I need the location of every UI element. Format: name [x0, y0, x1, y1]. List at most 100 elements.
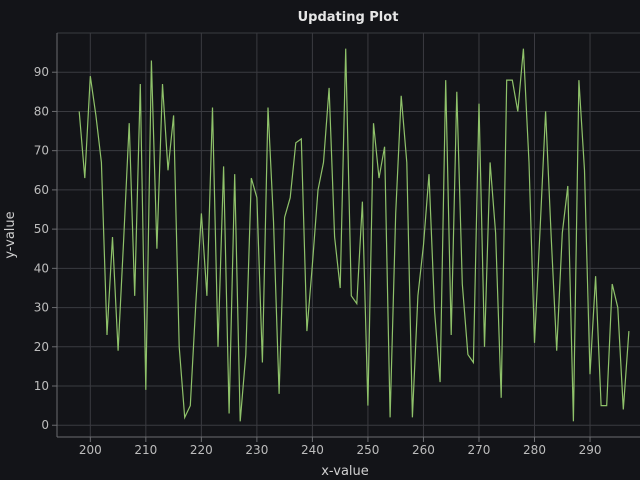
data-point — [584, 169, 586, 171]
data-point — [400, 95, 402, 97]
data-point — [578, 79, 580, 81]
data-point — [550, 236, 552, 238]
x-axis-label: x-value — [321, 464, 369, 479]
data-point — [423, 244, 425, 246]
x-tick-label: 270 — [468, 443, 491, 457]
data-point — [439, 381, 441, 383]
data-point — [417, 295, 419, 297]
data-point — [295, 142, 297, 144]
data-point — [362, 201, 364, 203]
data-point — [606, 405, 608, 407]
data-point — [539, 228, 541, 230]
y-ticks: 0 10 20 30 40 50 60 70 80 90 — [34, 65, 57, 432]
data-point — [112, 236, 114, 238]
data-point — [134, 295, 136, 297]
axes — [56, 33, 640, 438]
data-point — [323, 162, 325, 164]
data-point — [395, 213, 397, 215]
data-point — [500, 397, 502, 399]
data-point — [339, 287, 341, 289]
data-point — [101, 162, 103, 164]
data-point — [78, 111, 80, 113]
data-point — [189, 405, 191, 407]
data-point — [306, 330, 308, 332]
data-point — [84, 177, 86, 179]
data-point — [623, 409, 625, 411]
data-point — [223, 166, 225, 168]
data-point — [95, 115, 97, 117]
data-point — [428, 173, 430, 175]
data-point — [456, 91, 458, 93]
data-point — [567, 185, 569, 187]
data-point — [139, 83, 141, 85]
data-point — [178, 346, 180, 348]
data-point — [556, 350, 558, 352]
data-point — [389, 417, 391, 419]
data-point — [234, 173, 236, 175]
x-tick-label: 290 — [579, 443, 602, 457]
series-line — [78, 48, 630, 422]
data-point — [412, 417, 414, 419]
y-axis-label: y-value — [3, 211, 18, 258]
chart-title: Updating Plot — [298, 10, 399, 25]
y-tick-label: 70 — [34, 144, 49, 158]
data-point — [600, 405, 602, 407]
x-tick-label: 230 — [245, 443, 268, 457]
y-tick-label: 60 — [34, 183, 49, 197]
data-point — [206, 295, 208, 297]
x-tick-label: 260 — [412, 443, 435, 457]
data-point — [278, 393, 280, 395]
data-point — [628, 330, 630, 332]
data-point — [384, 146, 386, 148]
data-point — [151, 60, 153, 62]
data-point — [611, 283, 613, 285]
data-point — [489, 162, 491, 164]
data-point — [245, 354, 247, 356]
data-point — [167, 169, 169, 171]
data-point — [273, 220, 275, 222]
data-point — [345, 48, 347, 50]
y-tick-label: 20 — [34, 340, 49, 354]
data-point — [228, 413, 230, 415]
data-point — [356, 303, 358, 305]
data-point — [239, 421, 241, 423]
data-point — [367, 405, 369, 407]
data-point — [573, 421, 575, 423]
data-point — [561, 232, 563, 234]
data-point — [195, 303, 197, 305]
data-point — [450, 334, 452, 336]
data-point — [334, 236, 336, 238]
data-point — [484, 346, 486, 348]
data-point — [462, 283, 464, 285]
data-point — [128, 122, 130, 124]
data-point — [373, 122, 375, 124]
data-point — [517, 111, 519, 113]
data-point — [617, 307, 619, 309]
data-point — [350, 295, 352, 297]
x-tick-label: 280 — [523, 443, 546, 457]
data-point — [145, 389, 147, 391]
data-point — [328, 87, 330, 89]
data-point — [106, 334, 108, 336]
x-tick-label: 240 — [301, 443, 324, 457]
data-point — [317, 189, 319, 191]
y-tick-label: 10 — [34, 379, 49, 393]
data-point — [173, 115, 175, 117]
y-tick-label: 0 — [41, 418, 49, 432]
data-point — [251, 177, 253, 179]
data-point — [217, 346, 219, 348]
x-tick-label: 210 — [134, 443, 157, 457]
data-point — [445, 79, 447, 81]
x-tick-label: 200 — [79, 443, 102, 457]
data-point — [406, 162, 408, 164]
data-point — [312, 264, 314, 266]
data-point — [528, 162, 530, 164]
data-point — [378, 177, 380, 179]
data-point — [534, 342, 536, 344]
data-point — [511, 79, 513, 81]
y-tick-label: 50 — [34, 222, 49, 236]
data-point — [267, 107, 269, 109]
